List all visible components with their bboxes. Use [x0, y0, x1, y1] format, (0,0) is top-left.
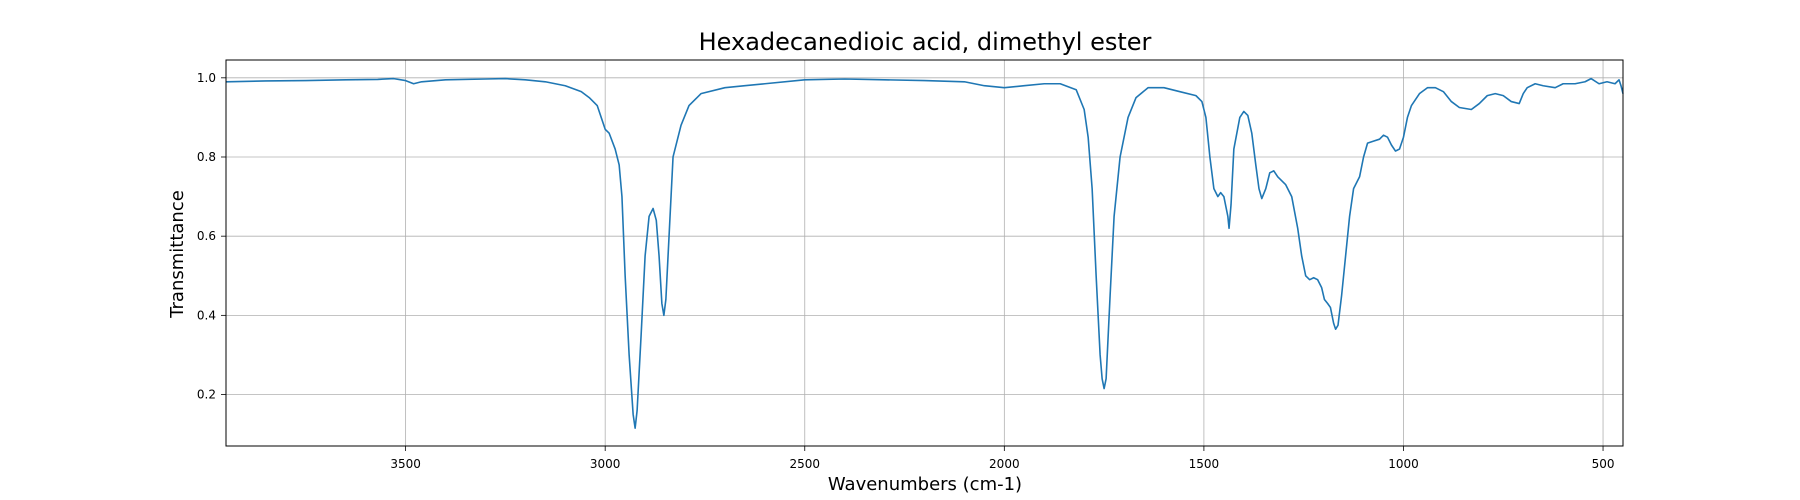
- x-tick-label: 2500: [789, 457, 820, 471]
- x-tick-label: 1000: [1388, 457, 1419, 471]
- y-tick-label: 0.8: [197, 150, 216, 164]
- x-tick-label: 2000: [989, 457, 1020, 471]
- x-tick-label: 3000: [590, 457, 621, 471]
- x-tick-label: 3500: [390, 457, 421, 471]
- y-tick-label: 0.4: [197, 308, 216, 322]
- axis-ticks: 3500 3000 2500 2000 1500 1000 500 0.2 0.4 0.6 0.8 1…: [197, 71, 1615, 471]
- grid-lines: [226, 60, 1623, 446]
- y-tick-label: 1.0: [197, 71, 216, 85]
- x-tick-label: 1500: [1189, 457, 1220, 471]
- spectrum-line: [225, 77, 1624, 429]
- x-tick-label: 500: [1592, 457, 1615, 471]
- y-tick-label: 0.2: [197, 388, 216, 402]
- y-tick-label: 0.6: [197, 229, 216, 243]
- y-axis-label: Transmittance: [167, 190, 188, 319]
- x-axis-label: Wavenumbers (cm-1): [828, 474, 1022, 495]
- series-layer: [225, 77, 1624, 429]
- chart-title: Hexadecanedioic acid, dimethyl ester: [699, 28, 1152, 56]
- plot-frame: [225, 59, 1624, 447]
